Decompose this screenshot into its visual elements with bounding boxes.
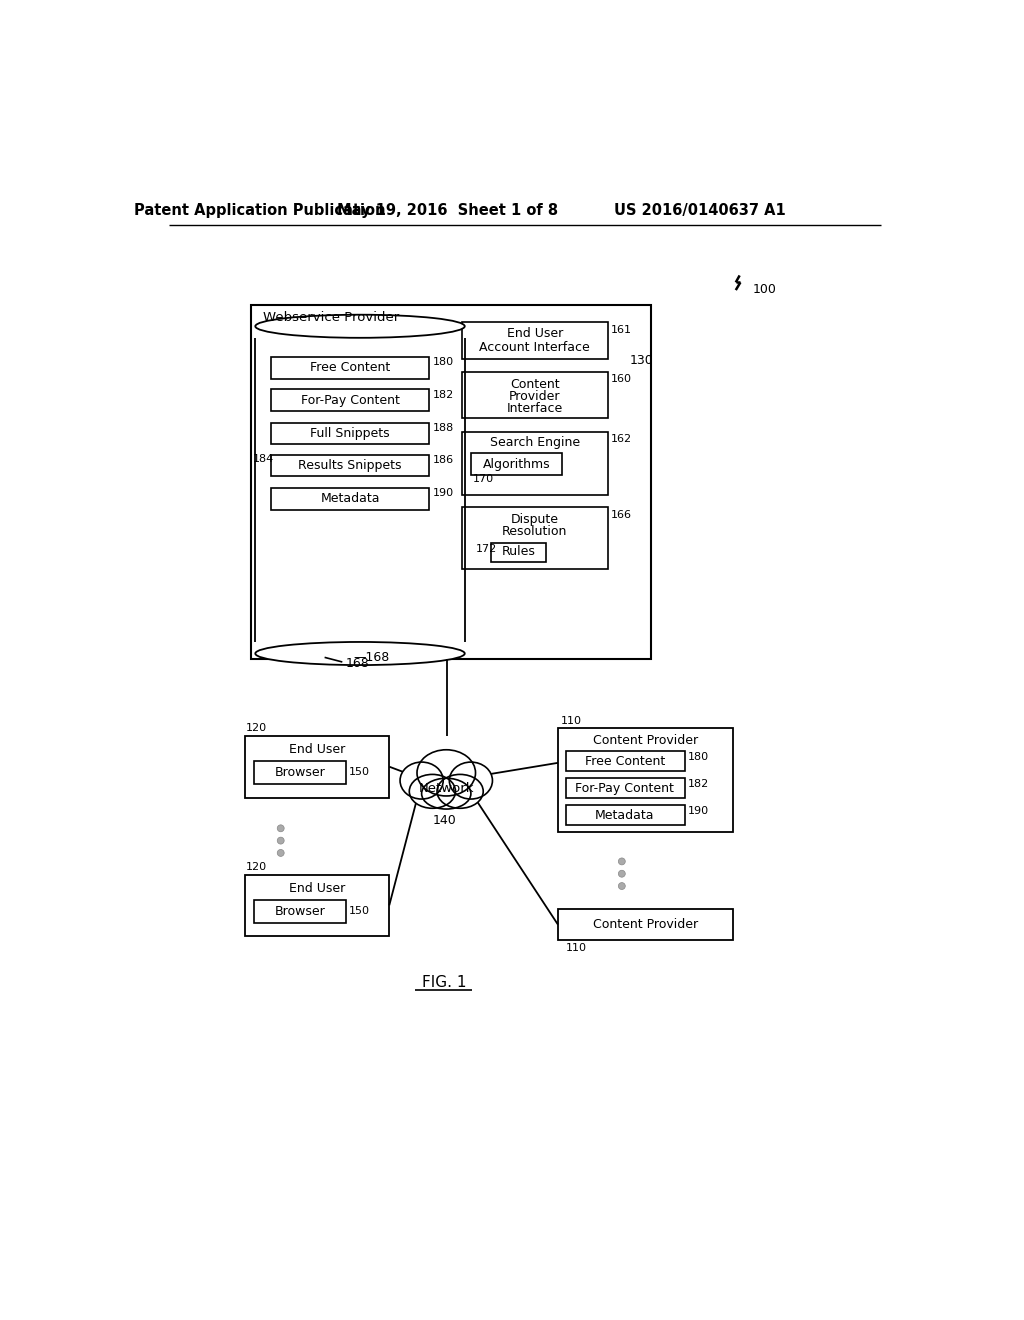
- Text: 186: 186: [433, 455, 455, 465]
- Text: 170: 170: [472, 474, 494, 484]
- Text: Rules: Rules: [502, 545, 536, 558]
- Bar: [245, 737, 389, 797]
- Bar: [565, 779, 685, 799]
- Text: Content Provider: Content Provider: [593, 917, 698, 931]
- Text: 161: 161: [611, 325, 632, 335]
- Text: Free Content: Free Content: [585, 755, 665, 768]
- Text: 160: 160: [611, 375, 632, 384]
- Text: For-Pay Content: For-Pay Content: [301, 393, 399, 407]
- Text: FIG. 1: FIG. 1: [422, 974, 466, 990]
- Text: Provider: Provider: [509, 389, 560, 403]
- Bar: [462, 432, 608, 495]
- Text: 180: 180: [433, 358, 455, 367]
- Ellipse shape: [255, 314, 465, 338]
- Bar: [252, 305, 651, 659]
- Bar: [471, 453, 562, 475]
- Bar: [271, 455, 429, 477]
- Text: Metadata: Metadata: [595, 809, 654, 822]
- Ellipse shape: [417, 750, 475, 796]
- Text: US 2016/0140637 A1: US 2016/0140637 A1: [614, 203, 786, 218]
- Text: For-Pay Content: For-Pay Content: [575, 781, 675, 795]
- Ellipse shape: [450, 762, 493, 799]
- Text: Content: Content: [510, 378, 560, 391]
- Text: End User: End User: [289, 882, 345, 895]
- Text: Content Provider: Content Provider: [593, 734, 698, 747]
- Text: Results Snippets: Results Snippets: [298, 459, 401, 473]
- Text: End User: End User: [289, 743, 345, 756]
- Text: 120: 120: [246, 723, 267, 733]
- Text: Resolution: Resolution: [502, 525, 567, 539]
- Text: Account Interface: Account Interface: [479, 341, 590, 354]
- Ellipse shape: [255, 642, 465, 665]
- Bar: [558, 909, 733, 940]
- Bar: [254, 900, 346, 923]
- Text: Patent Application Publication: Patent Application Publication: [134, 203, 386, 218]
- Text: Metadata: Metadata: [321, 492, 380, 506]
- Bar: [462, 507, 608, 569]
- Text: 184: 184: [252, 454, 273, 463]
- Text: Full Snippets: Full Snippets: [310, 426, 390, 440]
- Text: 182: 182: [688, 779, 710, 789]
- Text: 150: 150: [348, 767, 370, 777]
- Ellipse shape: [278, 837, 285, 843]
- Text: 162: 162: [611, 434, 632, 445]
- Text: 140: 140: [432, 814, 456, 828]
- Text: 166: 166: [611, 510, 632, 520]
- Ellipse shape: [410, 775, 456, 808]
- Ellipse shape: [278, 850, 285, 857]
- Ellipse shape: [618, 870, 626, 878]
- Bar: [271, 358, 429, 379]
- Text: 172: 172: [475, 544, 497, 554]
- Bar: [254, 762, 346, 784]
- Text: Webservice Provider: Webservice Provider: [262, 312, 399, 325]
- Text: 120: 120: [246, 862, 267, 871]
- Bar: [490, 543, 547, 562]
- Bar: [565, 805, 685, 825]
- Text: Browser: Browser: [274, 767, 326, 779]
- Text: Search Engine: Search Engine: [489, 436, 580, 449]
- Text: May 19, 2016  Sheet 1 of 8: May 19, 2016 Sheet 1 of 8: [337, 203, 558, 218]
- Text: 130: 130: [630, 354, 653, 367]
- Bar: [558, 729, 733, 832]
- Ellipse shape: [278, 825, 285, 832]
- Text: Dispute: Dispute: [511, 513, 559, 527]
- Text: 168: 168: [346, 657, 370, 671]
- Text: 188: 188: [433, 422, 455, 433]
- Bar: [462, 322, 608, 359]
- Bar: [462, 372, 608, 418]
- Bar: [271, 389, 429, 411]
- Text: 110: 110: [565, 942, 587, 953]
- Ellipse shape: [618, 883, 626, 890]
- Text: Free Content: Free Content: [310, 362, 390, 375]
- Text: 100: 100: [753, 282, 776, 296]
- Ellipse shape: [618, 858, 626, 865]
- Bar: [565, 751, 685, 771]
- Text: 180: 180: [688, 752, 710, 763]
- Text: 110: 110: [561, 715, 582, 726]
- Bar: [245, 874, 389, 936]
- Text: Interface: Interface: [507, 403, 563, 416]
- Text: Algorithms: Algorithms: [482, 458, 550, 471]
- Text: 150: 150: [348, 906, 370, 916]
- Ellipse shape: [437, 775, 483, 808]
- Text: 190: 190: [688, 807, 710, 816]
- Text: 190: 190: [433, 488, 455, 499]
- Text: 182: 182: [433, 389, 455, 400]
- Ellipse shape: [400, 762, 443, 799]
- Text: Network: Network: [419, 781, 474, 795]
- Text: Browser: Browser: [274, 906, 326, 917]
- Text: End User: End User: [507, 326, 563, 339]
- Ellipse shape: [422, 779, 471, 809]
- Text: —168: —168: [354, 651, 390, 664]
- Bar: [271, 488, 429, 510]
- Bar: [271, 422, 429, 444]
